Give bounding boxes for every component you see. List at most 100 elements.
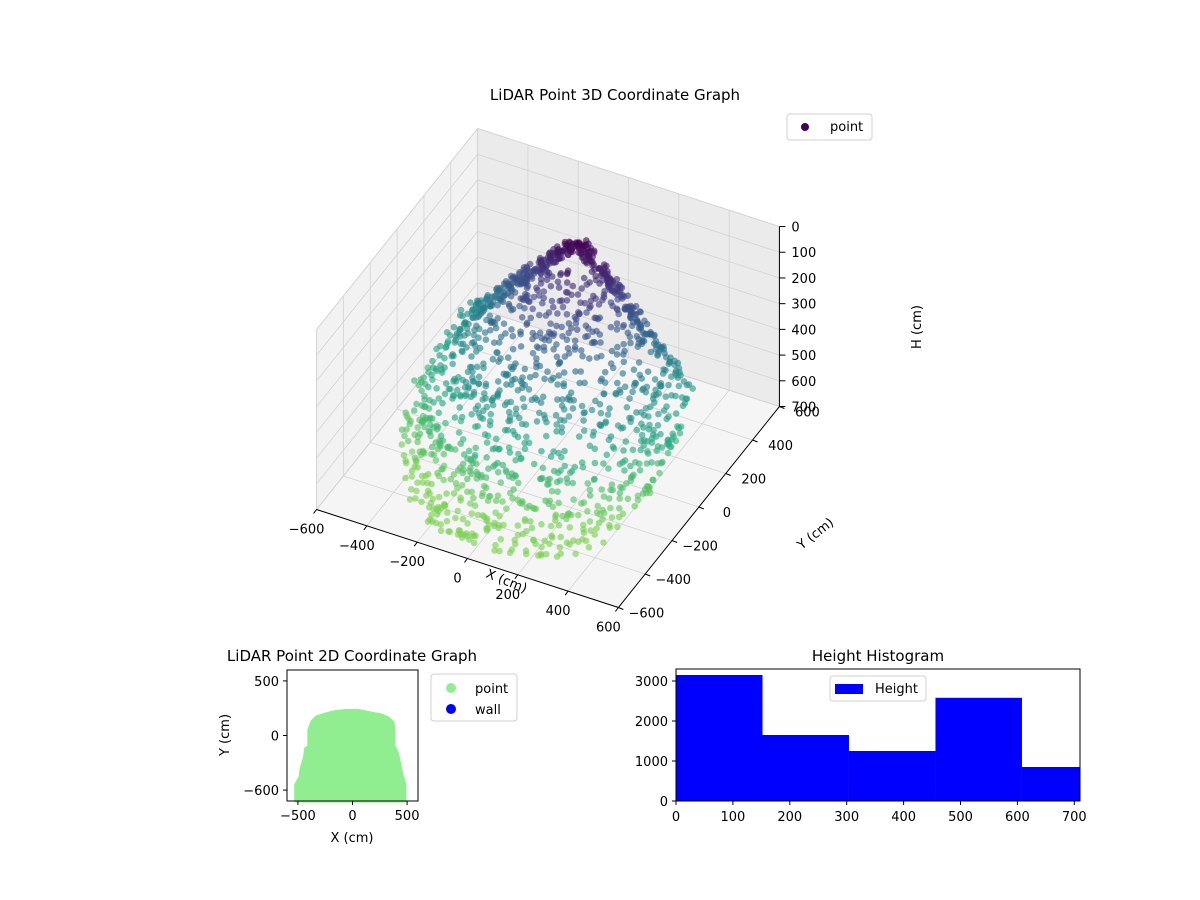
data-point — [472, 460, 480, 467]
histogram-bar — [762, 735, 849, 801]
x-tick — [514, 574, 519, 580]
data-point — [657, 383, 664, 390]
data-point — [603, 451, 611, 459]
data-point — [446, 332, 454, 339]
data-point — [464, 330, 472, 337]
data-point — [452, 480, 460, 487]
data-point — [577, 299, 584, 307]
data-point — [623, 404, 631, 411]
chart-3d-scatter: LiDAR Point 3D Coordinate Graph −600 −400… — [289, 86, 925, 636]
grid-line — [477, 230, 780, 330]
data-point — [580, 257, 588, 265]
data-point — [572, 368, 579, 375]
y-tick — [752, 439, 758, 443]
data-point — [474, 363, 481, 371]
x-tick-label: 500 — [948, 810, 973, 825]
data-point — [661, 349, 668, 357]
data-point — [584, 508, 591, 515]
x-tick — [564, 590, 569, 596]
x-tick-label: 0 — [453, 571, 461, 586]
grid-line — [477, 205, 780, 305]
data-point — [475, 380, 483, 388]
data-point — [489, 356, 497, 363]
data-point — [563, 336, 571, 344]
data-point — [458, 347, 466, 355]
y-tick — [725, 473, 731, 476]
data-point — [646, 330, 654, 338]
data-point — [512, 275, 520, 282]
data-point — [500, 320, 508, 328]
data-point — [469, 530, 476, 537]
data-point — [613, 326, 621, 333]
data-point — [573, 326, 581, 334]
data-point — [507, 292, 515, 300]
z-tick-label: 200 — [791, 272, 816, 287]
data-point — [651, 340, 658, 347]
data-point — [525, 272, 533, 280]
data-point — [558, 424, 566, 431]
data-point — [503, 505, 510, 512]
y-tick-label: 500 — [254, 675, 279, 690]
data-point — [674, 374, 682, 382]
data-point — [487, 410, 495, 418]
data-point — [538, 543, 545, 551]
data-point — [452, 446, 459, 453]
data-point — [439, 465, 446, 473]
data-point — [591, 339, 599, 346]
data-point — [554, 488, 561, 496]
data-point — [548, 297, 556, 305]
data-point — [499, 461, 507, 469]
histogram-legend-box — [829, 675, 927, 702]
data-point — [586, 442, 594, 450]
data-point — [547, 282, 555, 290]
data-point — [433, 385, 440, 392]
data-point — [553, 322, 560, 330]
y-tick — [671, 540, 678, 543]
data-point — [436, 352, 443, 359]
data-point — [565, 510, 572, 517]
x-tick-label: 200 — [777, 810, 802, 825]
data-point — [668, 373, 675, 381]
data-point — [434, 445, 442, 453]
data-point — [464, 475, 471, 483]
data-point — [629, 446, 637, 454]
data-point — [491, 292, 498, 300]
data-point — [433, 345, 440, 353]
data-point — [621, 467, 628, 474]
data-point — [572, 239, 580, 246]
data-point — [678, 394, 686, 401]
data-point — [586, 355, 593, 362]
data-point — [560, 369, 568, 376]
data-point — [403, 426, 410, 433]
grid-line — [316, 128, 478, 330]
data-point — [418, 472, 426, 480]
data-point — [609, 486, 616, 494]
y-tick-label: 0 — [660, 795, 668, 810]
data-point — [685, 381, 693, 388]
data-point — [596, 400, 604, 408]
x-tick-label: 500 — [395, 809, 420, 824]
data-point — [672, 410, 680, 417]
data-point — [482, 336, 490, 344]
data-point — [442, 419, 449, 427]
data-point — [609, 302, 616, 310]
data-point — [554, 381, 561, 388]
data-point — [459, 515, 467, 523]
data-point — [555, 360, 562, 368]
data-point — [474, 511, 482, 519]
data-point — [469, 368, 476, 376]
data-point — [457, 497, 465, 504]
x-tick-label: 600 — [596, 621, 621, 636]
data-point — [494, 393, 502, 400]
data-point — [526, 298, 533, 306]
data-point — [605, 436, 613, 444]
data-point — [540, 288, 548, 295]
grid-line — [316, 231, 478, 433]
data-point — [486, 312, 494, 320]
data-point — [475, 410, 483, 417]
data-point — [490, 463, 497, 470]
data-point — [578, 500, 585, 507]
point-cloud-area — [294, 708, 407, 803]
data-point — [634, 496, 642, 504]
data-point — [631, 379, 639, 387]
